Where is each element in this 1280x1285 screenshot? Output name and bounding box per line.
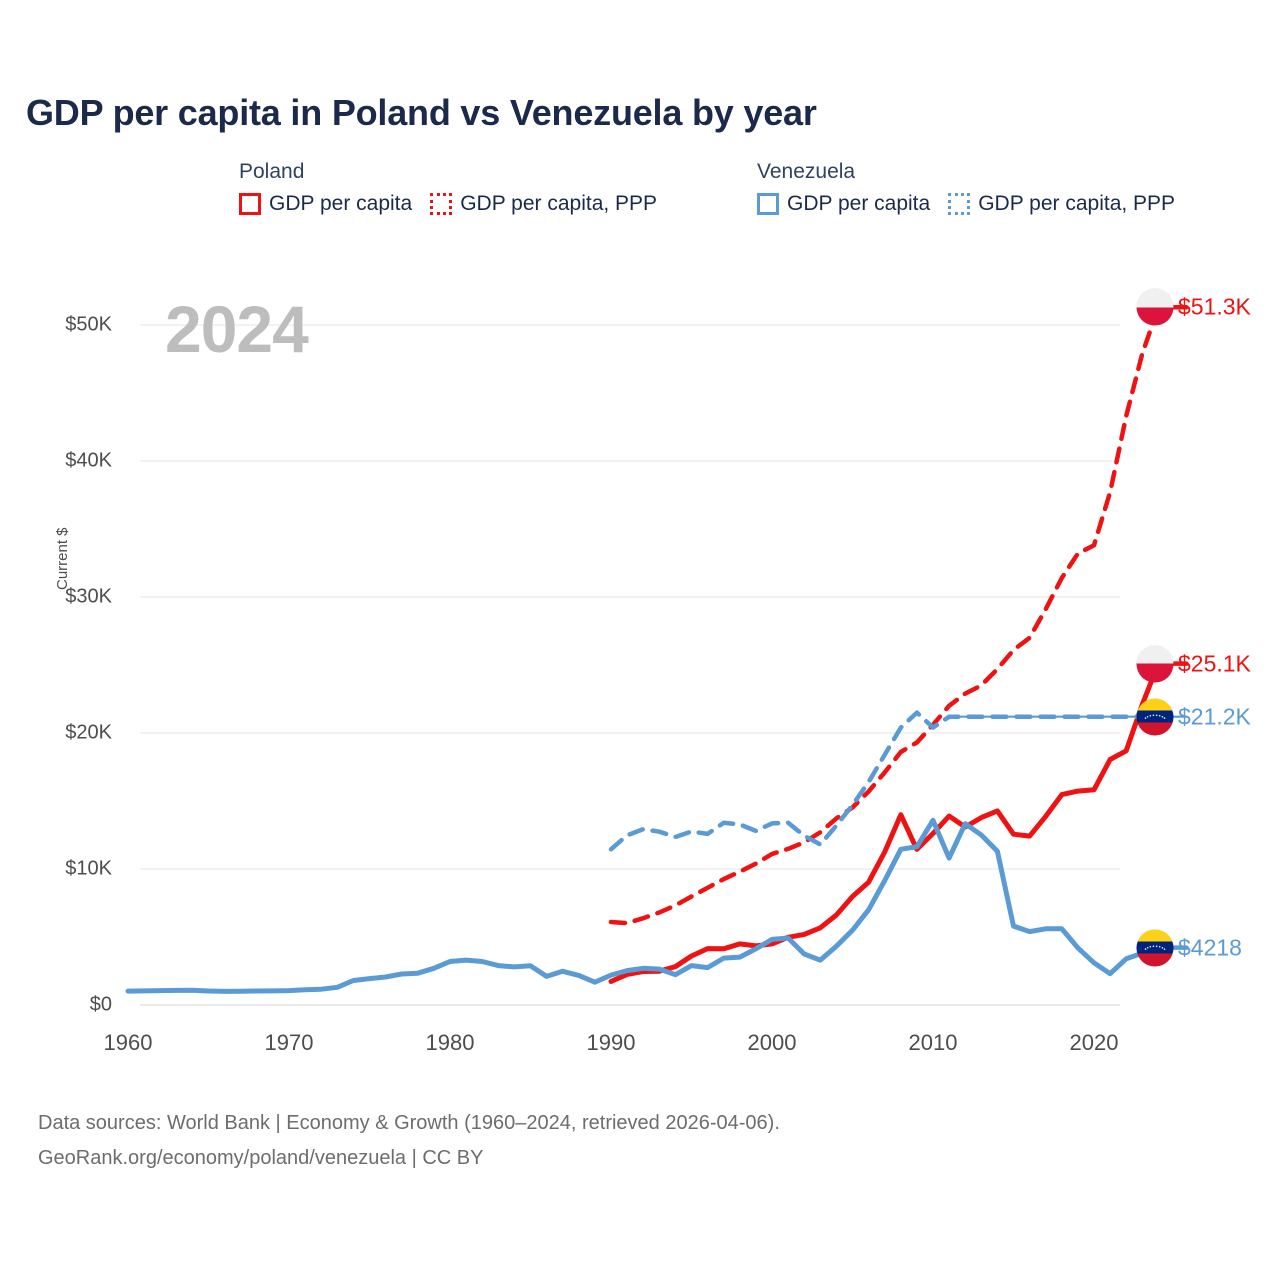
legend-item-label: GDP per capita, PPP [978, 192, 1176, 215]
y-axis-tick-label: $40K [65, 449, 112, 472]
x-axis-tick-label: 1980 [425, 1030, 475, 1055]
legend-item-poland-gdp[interactable]: GDP per capita [239, 192, 412, 216]
x-axis-tick-label: 2000 [747, 1030, 797, 1055]
chart-legend: Poland GDP per capita GDP per capita, PP… [0, 160, 1280, 240]
legend-item-venezuela-ppp[interactable]: GDP per capita, PPP [948, 192, 1175, 216]
poland-flag-icon [1136, 645, 1174, 683]
end-label-poland-ppp: $51.3K [1178, 293, 1251, 320]
footer-line-sources: Data sources: World Bank | Economy & Gro… [38, 1112, 780, 1134]
end-label-venezuela-ppp: $21.2K [1178, 703, 1251, 730]
venezuela-flag-icon [1136, 929, 1174, 967]
legend-swatch-solid-icon [239, 193, 261, 215]
footer-line-url: GeoRank.org/economy/poland/venezuela | C… [38, 1147, 484, 1169]
venezuela-flag-icon [1136, 698, 1174, 736]
y-axis-tick-label: $10K [65, 857, 112, 880]
y-axis-tick-label: $30K [65, 585, 112, 608]
legend-item-label: GDP per capita [269, 192, 413, 215]
legend-country-label: Poland [239, 160, 305, 183]
y-axis-tick-label: $50K [65, 313, 112, 336]
legend-country-label: Venezuela [757, 160, 856, 183]
legend-swatch-solid-icon [757, 193, 779, 215]
poland-flag-icon [1136, 288, 1174, 326]
legend-swatch-dotted-icon [948, 193, 971, 215]
legend-item-venezuela-gdp[interactable]: GDP per capita [757, 192, 930, 216]
x-axis-tick-label: 1970 [264, 1030, 314, 1055]
legend-item-label: GDP per capita [787, 192, 931, 215]
legend-swatch-dotted-icon [430, 193, 453, 215]
x-axis-tick-label: 2010 [908, 1030, 958, 1055]
y-axis-tick-label: $20K [65, 721, 112, 744]
end-label-poland-gdp: $25.1K [1178, 650, 1251, 677]
legend-group-poland: Poland GDP per capita GDP per capita, PP… [239, 160, 657, 216]
series-line-poland-gdp-per-capita [608, 661, 1161, 984]
x-axis-tick-label: 2020 [1069, 1030, 1119, 1055]
x-axis-tick-label: 1960 [103, 1030, 153, 1055]
legend-item-poland-ppp[interactable]: GDP per capita, PPP [430, 192, 657, 216]
page-title: GDP per capita in Poland vs Venezuela by… [26, 92, 817, 133]
end-label-venezuela-gdp: $4218 [1178, 934, 1242, 961]
series-line-poland-gdp-per-capita-ppp [608, 305, 1161, 926]
footer-attribution: Data sources: World Bank | Economy & Gro… [38, 1106, 780, 1176]
series-line-venezuela-gdp-per-capita [125, 817, 1161, 994]
year-watermark: 2024 [165, 292, 309, 366]
legend-item-label: GDP per capita, PPP [460, 192, 658, 215]
y-axis-tick-label: $0 [89, 993, 112, 1016]
legend-group-venezuela: Venezuela GDP per capita GDP per capita,… [757, 160, 1175, 216]
x-axis-tick-label: 1990 [586, 1030, 636, 1055]
